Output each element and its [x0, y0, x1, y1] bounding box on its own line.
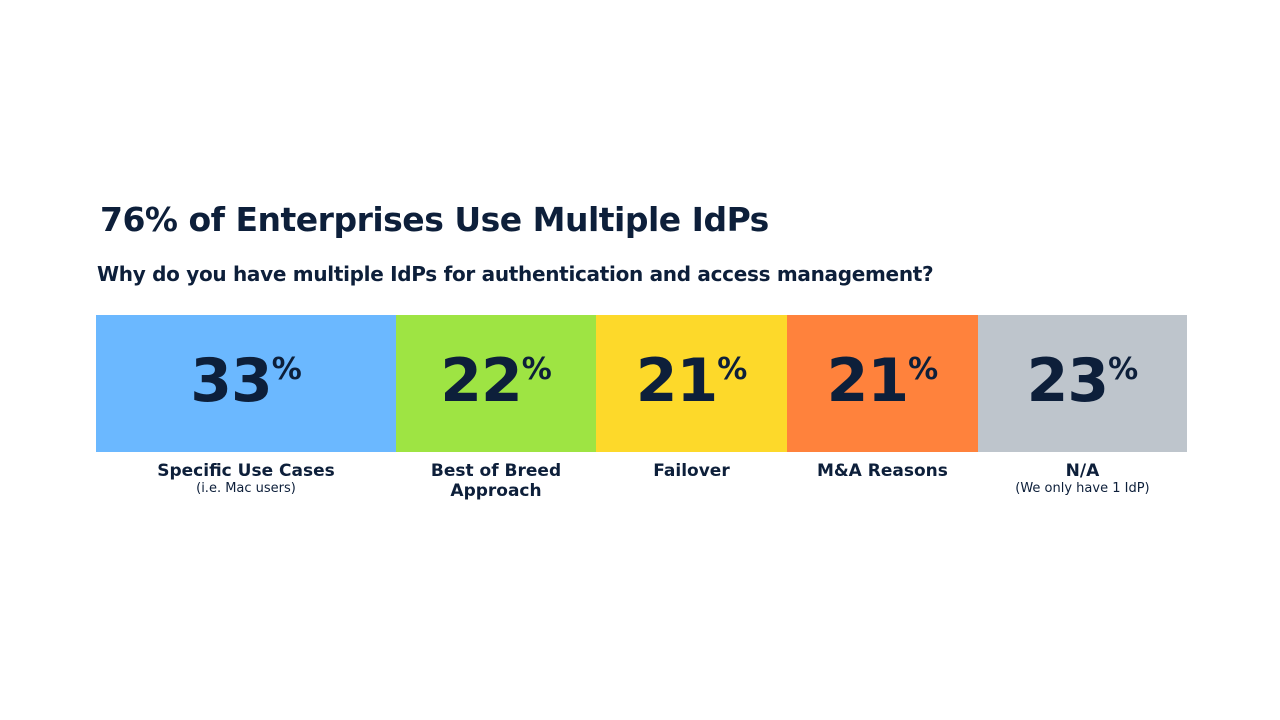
percent-sign: %: [908, 352, 939, 387]
segment-na: 23%: [977, 315, 1187, 452]
value-number: 33: [190, 346, 272, 416]
value-number: 22: [440, 346, 522, 416]
caption-specific-use-cases: Specific Use Cases (i.e. Mac users): [96, 461, 396, 497]
percent-sign: %: [717, 352, 748, 387]
segment-value: 21%: [787, 351, 978, 411]
value-number: 23: [1026, 346, 1109, 416]
caption-failover: Failover: [596, 461, 787, 481]
percent-sign: %: [271, 352, 302, 387]
segment-specific-use-cases: 33%: [96, 315, 397, 452]
segment-value: 33%: [96, 351, 396, 411]
value-number: 21: [635, 346, 718, 416]
caption-label: Failover: [653, 461, 730, 481]
caption-label: N/A: [1065, 461, 1100, 481]
segment-m-and-a-reasons: 21%: [786, 315, 978, 452]
segment-value: 23%: [978, 351, 1187, 411]
caption-label: Best of Breed: [430, 461, 562, 481]
value-number: 21: [826, 346, 909, 416]
caption-sublabel: (i.e. Mac users): [196, 481, 296, 496]
percent-sign: %: [521, 352, 552, 387]
chart-subtitle: Why do you have multiple IdPs for authen…: [97, 262, 934, 286]
caption-m-and-a-reasons: M&A Reasons: [787, 461, 978, 481]
caption-label: Specific Use Cases: [157, 461, 335, 481]
segment-best-of-breed: 22%: [396, 315, 597, 452]
caption-label: M&A Reasons: [816, 461, 948, 481]
segment-failover: 21%: [596, 315, 787, 452]
caption-na: N/A (We only have 1 IdP): [978, 461, 1187, 497]
percent-sign: %: [1108, 352, 1139, 387]
segment-value: 21%: [596, 351, 787, 411]
chart-title: 76% of Enterprises Use Multiple IdPs: [100, 200, 769, 239]
segmented-bar: 33% 22% 21% 21% 23%: [96, 315, 1187, 452]
segment-value: 22%: [396, 351, 596, 411]
caption-label-line2: Approach: [450, 481, 542, 501]
caption-sublabel: (We only have 1 IdP): [1015, 481, 1150, 496]
caption-best-of-breed: Best of Breed Approach: [396, 461, 596, 501]
